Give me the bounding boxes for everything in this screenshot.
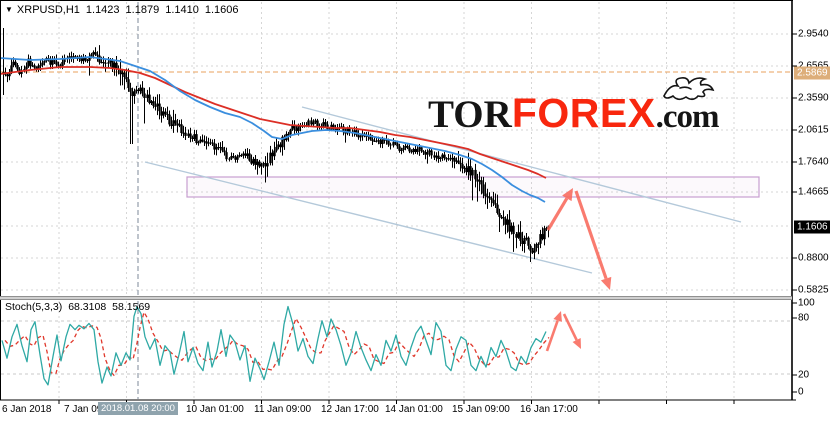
stoch-axis-label: 0: [798, 386, 804, 398]
stoch-axis-label: 100: [798, 297, 815, 309]
time-axis-label: 7 Jan 09:00: [64, 404, 117, 415]
ohlc-open: 1.1423: [85, 4, 120, 16]
price-axis-label: 0.5825: [798, 284, 829, 296]
time-axis-label: 14 Jan 01:00: [385, 404, 443, 415]
price-axis-label: 2.6565: [798, 61, 829, 72]
time-axis-label: 10 Jan 01:00: [186, 404, 244, 415]
forecast-arrows: [545, 188, 612, 352]
bull-sketch-icon: [663, 77, 715, 101]
candles: [2, 28, 550, 262]
ohlc-low: 1.1410: [165, 4, 199, 16]
symbol-period-label: XRPUSD,H1: [16, 4, 80, 16]
stochastic-title: Stoch(5,3,3) 68.3108 58.1569: [5, 301, 150, 313]
time-axis-label: 12 Jan 17:00: [321, 404, 379, 415]
stochastic-name: Stoch(5,3,3): [5, 301, 63, 313]
logo-part-tor: TOR: [428, 93, 512, 136]
time-axis-label: 15 Jan 09:00: [452, 404, 510, 415]
watermark-logo: TOR FOREX .com: [428, 74, 720, 137]
trendlines: [144, 106, 742, 274]
price-axis-label: 0.8800: [798, 252, 829, 264]
time-axis-label: 16 Jan 17:00: [520, 404, 578, 415]
moving-averages: [0, 56, 547, 203]
price-axis-label: 2.0615: [798, 124, 829, 136]
price-axis-badge: 1.1606: [794, 220, 830, 234]
stoch-axis-label: 80: [798, 312, 810, 324]
ohlc-close: 1.1606: [204, 4, 239, 16]
price-axis-label: 1.7640: [798, 156, 829, 168]
stochastic-lines: [1, 305, 550, 386]
time-axis-label: 11 Jan 09:00: [254, 404, 312, 415]
price-axis-badge: 2.5869: [794, 66, 830, 80]
symbol-dropdown-icon[interactable]: ▼: [5, 5, 13, 14]
price-axis-label: 2.9540: [798, 28, 829, 40]
ohlc-high: 1.1879: [125, 4, 160, 16]
panel-borders: [0, 0, 796, 401]
stochastic-k-value: 68.3108: [68, 301, 107, 313]
price-axis-label: 1.4665: [798, 186, 829, 198]
stoch-axis-label: 20: [798, 369, 810, 381]
logo-part-com: .com: [655, 99, 720, 135]
time-axis-label: 6 Jan 2018: [2, 404, 52, 415]
stochastic-d-value: 58.1569: [112, 301, 151, 313]
selected-time-badge: 2018.01.08 20:00: [98, 402, 178, 415]
price-axis-label: 2.3590: [798, 92, 829, 104]
logo-part-forex: FOREX: [511, 90, 656, 136]
panel-divider[interactable]: [0, 296, 792, 300]
chart-title: ▼ XRPUSD,H1 1.1423 1.1879 1.1410 1.1606: [5, 4, 239, 16]
